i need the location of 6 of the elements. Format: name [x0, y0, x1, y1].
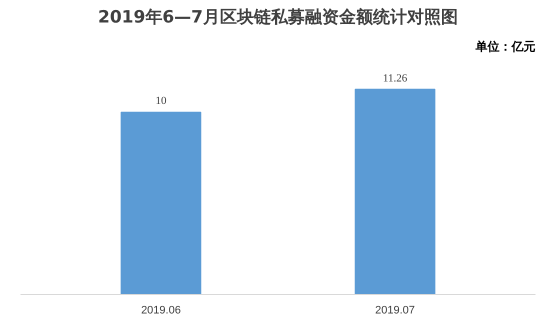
data-label: 11.26 — [382, 72, 408, 84]
x-tick-label: 2019.06 — [141, 304, 181, 316]
x-tick-label: 2019.07 — [375, 304, 415, 316]
text: 单位：亿元 — [474, 40, 536, 54]
data-label: 10 — [155, 95, 167, 108]
chart-title: 2019年6—7月区块链私募融资金额统计对照图 — [98, 8, 458, 28]
